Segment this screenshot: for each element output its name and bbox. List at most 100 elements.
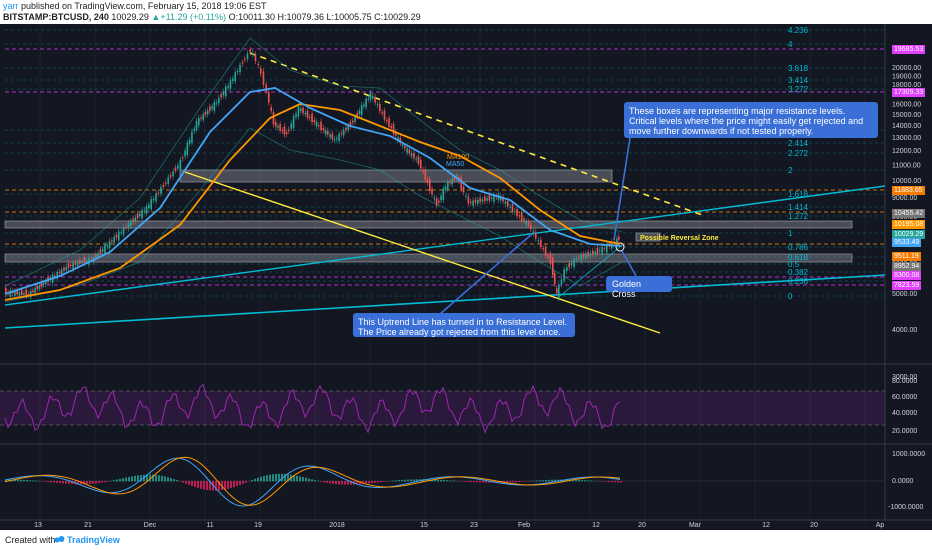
- candle-body: [43, 283, 45, 285]
- close-label: C:: [374, 12, 383, 22]
- ma100-line: [5, 104, 620, 300]
- macd-histogram-bar: [188, 481, 190, 485]
- author-link[interactable]: yarr: [3, 1, 19, 11]
- price-chart[interactable]: 4.23643.6183.4143.2722.6182.4142.27221.6…: [0, 24, 932, 530]
- candle-body: [415, 159, 417, 160]
- macd-histogram-bar: [164, 476, 166, 481]
- macd-histogram-bar: [182, 481, 184, 483]
- macd-histogram-bar: [104, 481, 106, 482]
- macd-histogram-bar: [578, 480, 580, 481]
- macd-histogram-bar: [230, 481, 232, 488]
- macd-histogram-bar: [302, 477, 304, 481]
- candle-body: [372, 96, 374, 99]
- candle-body: [160, 187, 162, 194]
- candle-body: [137, 214, 139, 219]
- candle-body: [431, 189, 433, 194]
- candle-body: [63, 267, 65, 270]
- price-tag: 9511.19: [892, 252, 921, 261]
- macd-histogram-bar: [617, 481, 619, 482]
- candle-body: [363, 105, 365, 107]
- candle-body: [563, 269, 565, 281]
- candle-body: [538, 240, 540, 241]
- macd-histogram-bar: [44, 481, 46, 482]
- macd-histogram-bar: [89, 481, 91, 484]
- candle-body: [273, 112, 275, 124]
- macd-histogram-bar: [137, 475, 139, 481]
- macd-histogram-bar: [320, 481, 322, 482]
- macd-histogram-bar: [605, 481, 607, 482]
- candle-body: [255, 54, 257, 61]
- macd-histogram-bar: [620, 481, 622, 483]
- time-tick-label: 23: [470, 522, 478, 529]
- candle-body: [150, 199, 152, 209]
- fib-level-label: 4: [788, 40, 793, 49]
- macd-histogram-bar: [197, 481, 199, 488]
- candle-body: [523, 219, 525, 221]
- candle-body: [491, 198, 493, 199]
- macd-histogram-bar: [233, 481, 235, 487]
- macd-histogram-bar: [269, 475, 271, 482]
- time-tick-label: Ap: [876, 522, 885, 529]
- candle-body: [547, 255, 549, 257]
- macd-histogram-bar: [542, 480, 544, 481]
- macd-histogram-bar: [110, 481, 112, 482]
- chart-header: yarr published on TradingView.com, Febru…: [0, 0, 932, 24]
- price-tag: 10195.08: [892, 220, 925, 229]
- macd-histogram-bar: [299, 476, 301, 481]
- macd-histogram-bar: [380, 481, 382, 482]
- macd-histogram-bar: [398, 480, 400, 481]
- macd-histogram-bar: [227, 481, 229, 489]
- time-tick-label: 2018: [329, 522, 345, 529]
- resistance-boxes-note: These boxes are representing major resis…: [624, 102, 878, 138]
- fib-level-label: 0.382: [788, 268, 809, 277]
- candle-body: [566, 267, 568, 271]
- candle-body: [84, 257, 86, 263]
- candle-body: [200, 118, 202, 119]
- fib-level-label: 1: [788, 229, 793, 238]
- candle-body: [97, 253, 99, 257]
- macd-histogram-bar: [20, 480, 22, 482]
- macd-histogram-bar: [95, 481, 97, 483]
- candle-body: [590, 253, 592, 255]
- macd-histogram-bar: [611, 481, 613, 482]
- candle-body: [209, 106, 211, 110]
- candle-body: [514, 211, 516, 212]
- macd-histogram-bar: [59, 481, 61, 483]
- macd-histogram-bar: [263, 476, 265, 481]
- candle-body: [427, 179, 429, 183]
- macd-histogram-bar: [437, 480, 439, 482]
- publish-text: published on TradingView.com, February 1…: [21, 1, 267, 11]
- candle-body: [309, 117, 311, 118]
- macd-histogram-bar: [335, 481, 337, 484]
- candle-body: [75, 262, 77, 265]
- macd-histogram-bar: [470, 481, 472, 482]
- macd-histogram-bar: [512, 481, 514, 482]
- macd-histogram-bar: [161, 476, 163, 482]
- macd-histogram-bar: [545, 480, 547, 481]
- time-tick-label: 21: [84, 522, 92, 529]
- macd-histogram-bar: [158, 475, 160, 481]
- candle-body: [193, 129, 195, 131]
- macd-histogram-bar: [32, 480, 34, 481]
- candle-body: [327, 131, 329, 135]
- candle-body: [72, 263, 74, 269]
- price-tick-label: 13000.00: [892, 135, 921, 142]
- candle-body: [535, 232, 537, 238]
- tradingview-link[interactable]: TradingView: [67, 535, 120, 545]
- candle-body: [70, 265, 72, 266]
- candle-body: [172, 171, 174, 176]
- macd-histogram-bar: [206, 481, 208, 490]
- macd-histogram-bar: [122, 478, 124, 481]
- macd-histogram-bar: [101, 481, 103, 483]
- open-label: O:: [229, 12, 239, 22]
- candle-body: [32, 290, 34, 292]
- macd-histogram-bar: [404, 480, 406, 482]
- candle-body: [420, 160, 422, 169]
- macd-histogram-bar: [29, 480, 31, 481]
- candle-body: [202, 114, 204, 120]
- candle-body: [472, 200, 474, 205]
- candle-body: [323, 128, 325, 130]
- macd-histogram-bar: [266, 475, 268, 481]
- candle-body: [257, 64, 259, 65]
- candle-body: [34, 288, 36, 293]
